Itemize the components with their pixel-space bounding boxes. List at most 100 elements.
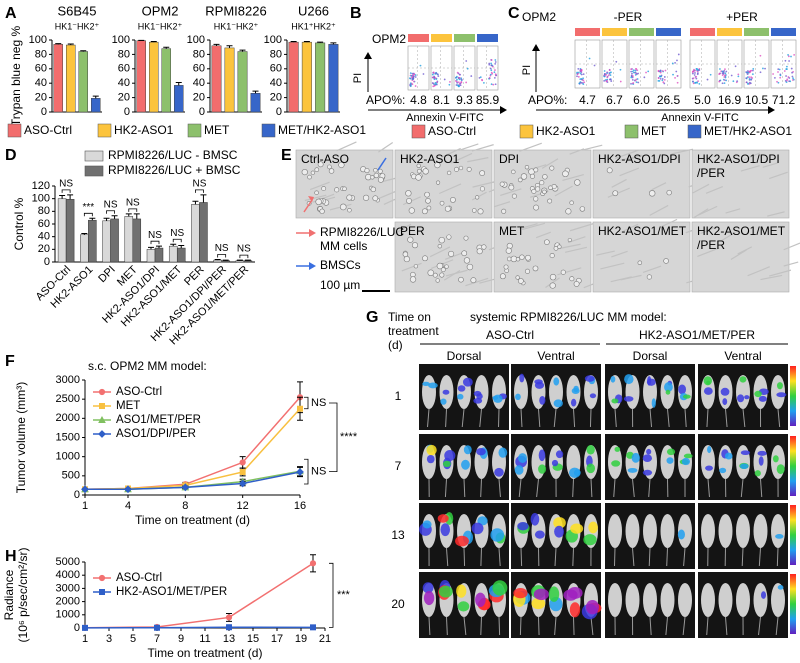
cell [515, 275, 520, 280]
flow-header [408, 34, 429, 42]
cell [338, 161, 345, 169]
image-label: PER [400, 224, 425, 238]
bar [168, 245, 178, 263]
flow-dot [724, 72, 727, 75]
flow-dot [604, 79, 607, 81]
panel-label: A [5, 5, 17, 22]
significance-label: NS [59, 179, 73, 190]
legend-swatch [687, 124, 702, 139]
flow-dot [725, 70, 728, 73]
signal [548, 586, 560, 602]
flow-dot [630, 76, 633, 79]
signal [471, 522, 484, 535]
time-label: (d) [388, 338, 403, 352]
cell [477, 208, 484, 215]
cell [435, 278, 440, 283]
bar [66, 44, 76, 113]
flow-dot [748, 76, 751, 79]
scale-bar-label: 100 µm [320, 278, 360, 292]
mouse-tail [760, 478, 763, 498]
flow-dot [676, 59, 678, 62]
mouse-tail [666, 547, 668, 567]
color-scale [790, 574, 796, 634]
signal [683, 453, 693, 459]
day-label: 20 [391, 597, 405, 611]
legend-swatch [411, 124, 426, 139]
chart-title: RPMI8226 [205, 3, 266, 18]
flow-dot [695, 75, 698, 78]
flow-dot [721, 82, 724, 85]
mouse-tail [444, 478, 447, 498]
group-label: HK2-ASO1/MET/PER [639, 328, 755, 342]
stroma-streak [760, 274, 783, 281]
signal [570, 398, 577, 407]
flow-dot [493, 76, 496, 79]
x-tick-label: 3 [106, 633, 112, 645]
signal [533, 588, 549, 601]
flow-dot [764, 67, 766, 70]
image-label: /PER [697, 166, 725, 180]
stroma-streak [611, 250, 628, 258]
flow-dot [694, 72, 696, 74]
cell [422, 168, 429, 175]
mouse-tail [519, 616, 522, 636]
signal [705, 465, 713, 471]
flow-dot [479, 76, 482, 79]
y-tick-label: 80 [38, 205, 50, 217]
signal [534, 530, 545, 539]
flow-dot [580, 73, 583, 76]
cell [427, 269, 435, 277]
signal [631, 452, 640, 463]
y-axis-label: Trypan blue neg % [9, 26, 23, 127]
flow-dot [788, 77, 791, 79]
flow-dot [470, 75, 473, 77]
mouse-tail [740, 478, 744, 498]
stroma-streak [519, 223, 538, 230]
legend-label: ASO1/DPI/PER [116, 428, 196, 440]
image-label: MET [499, 224, 525, 238]
y-tick-label: 1000 [56, 609, 80, 621]
mouse [514, 375, 528, 409]
mouse [584, 375, 598, 409]
view-label: Ventral [724, 349, 761, 363]
legend-label: ASO-Ctrl [24, 123, 72, 137]
signal [442, 389, 450, 395]
flow-dot [432, 85, 435, 88]
flow-header [690, 28, 715, 36]
signal [707, 445, 712, 454]
cell [373, 172, 380, 179]
bar [174, 85, 184, 113]
signal [646, 448, 652, 455]
flow-dot [696, 73, 699, 76]
mouse-tail [682, 616, 686, 636]
signal [475, 592, 486, 607]
flow-dot [414, 76, 417, 78]
cell [435, 180, 441, 185]
stroma-streak [737, 246, 753, 255]
cell [539, 180, 545, 186]
bar [132, 218, 142, 263]
flow-dot [637, 81, 640, 84]
signal [554, 525, 565, 538]
mouse-tail [520, 547, 523, 567]
mouse-tail [573, 408, 576, 428]
flow-dot [718, 72, 721, 75]
mouse-tail [667, 408, 670, 428]
stroma-streak [541, 158, 559, 169]
flow-dot [675, 70, 678, 73]
apo-value: 16.9 [718, 93, 742, 107]
signal [614, 446, 621, 452]
mouse-tail [536, 478, 539, 498]
y-tick-label: 100 [187, 34, 205, 46]
mouse [660, 514, 675, 548]
y-tick-label: 80 [270, 48, 282, 60]
flow-dot [657, 69, 660, 72]
signal [642, 454, 653, 463]
apo-label: APO%: [528, 93, 567, 107]
cell [416, 163, 421, 168]
mouse-tail [479, 408, 482, 428]
legend-swatch [7, 123, 22, 138]
flow-dot [630, 68, 633, 71]
stroma-streak [443, 270, 461, 281]
cell [444, 205, 451, 212]
